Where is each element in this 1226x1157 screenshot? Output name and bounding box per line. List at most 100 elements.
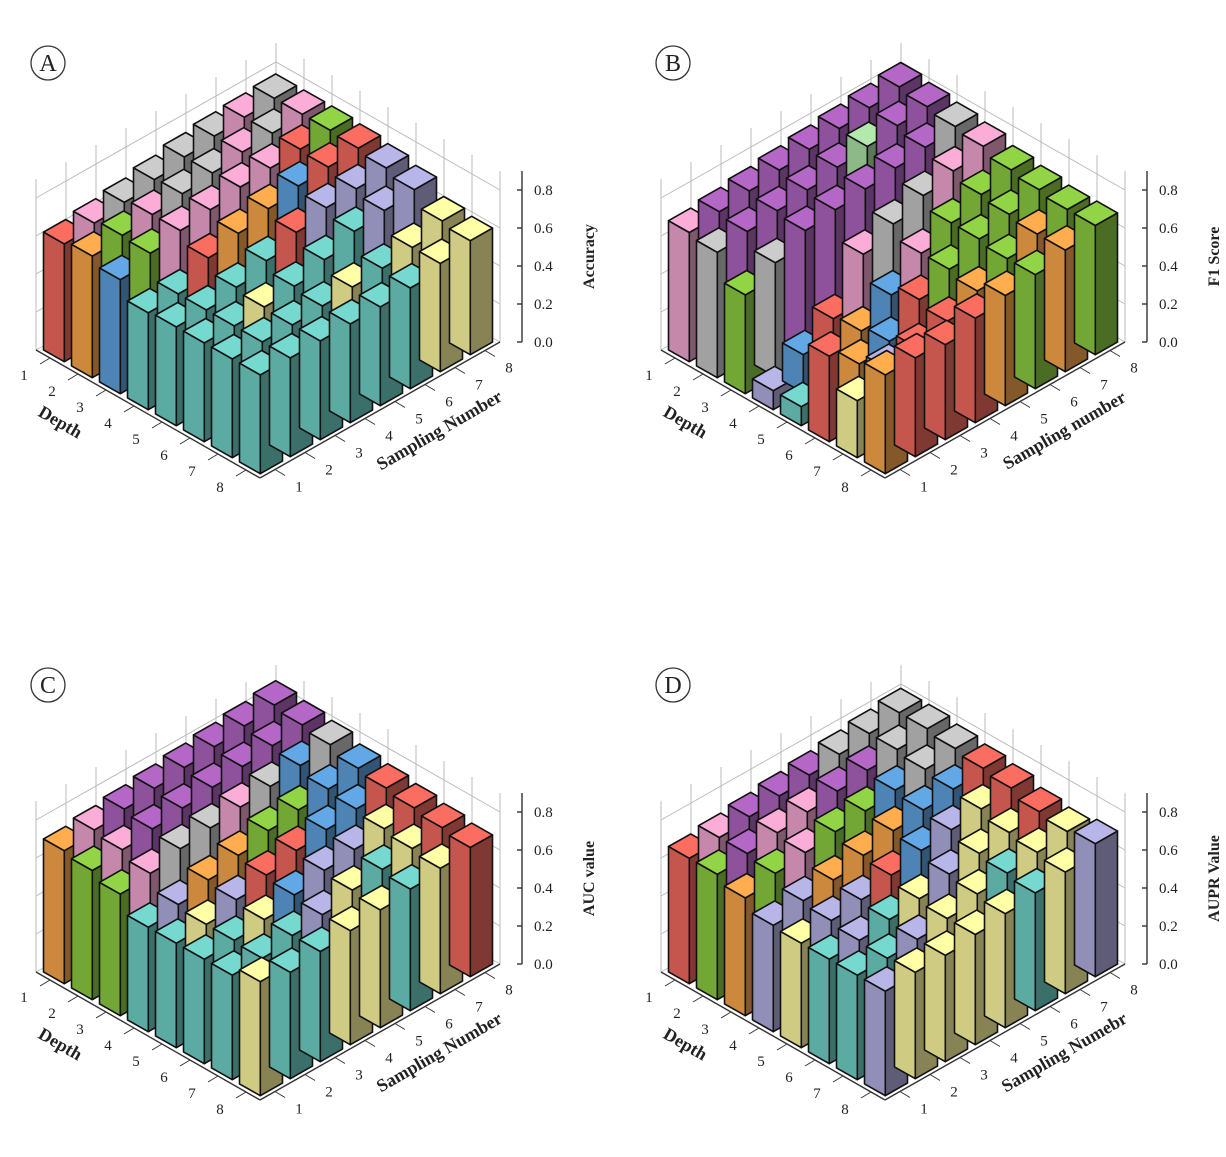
- x-tick: [207, 1075, 219, 1083]
- x-tick-label: 1: [645, 990, 653, 1006]
- y-axis-line: [259, 963, 501, 1101]
- x-tick: [776, 1043, 788, 1051]
- z-tick-label: 0.2: [534, 297, 553, 313]
- x-tick-label: 1: [20, 990, 28, 1006]
- bar-face: [723, 282, 747, 395]
- x-tick: [235, 469, 247, 477]
- axes: [660, 171, 1148, 479]
- y-tick: [424, 384, 436, 391]
- x-tick-label: 5: [757, 1054, 765, 1070]
- y-tick: [274, 469, 286, 476]
- bar-top: [364, 142, 410, 169]
- x-tick: [860, 1091, 872, 1099]
- x-axis-line: [35, 349, 261, 479]
- y-tick: [1109, 350, 1121, 357]
- bar-face: [298, 938, 322, 1063]
- bar-face: [268, 345, 292, 458]
- x-tick-label: 2: [673, 384, 681, 400]
- y-tick-label: 5: [415, 1034, 423, 1050]
- y-tick-label: 6: [445, 1017, 453, 1033]
- panel-letter: C: [40, 673, 56, 699]
- bar-face: [1013, 880, 1037, 1012]
- x-tick-label: 4: [104, 1038, 112, 1054]
- y-tick: [1049, 1006, 1061, 1013]
- y-tick: [364, 418, 376, 425]
- bar-face: [953, 921, 977, 1046]
- z-tick-label: 0.8: [534, 183, 553, 199]
- y-tick: [484, 972, 496, 979]
- z-tick-label: 0.4: [1159, 881, 1178, 897]
- x-tick: [151, 1043, 163, 1051]
- bar-face: [695, 861, 719, 1001]
- y-tick-label: 8: [1130, 361, 1138, 377]
- x-tick-label: 5: [132, 1054, 140, 1070]
- x-tick: [207, 453, 219, 461]
- y-tick-label: 8: [1130, 983, 1138, 999]
- x-tick: [832, 1075, 844, 1083]
- bar-face: [1094, 830, 1119, 978]
- y-tick-label: 6: [445, 395, 453, 411]
- y-tick: [899, 469, 911, 476]
- bar: [448, 822, 494, 978]
- bar-top: [905, 81, 951, 108]
- z-tick-label: 0.6: [534, 221, 553, 237]
- y-tick-label: 5: [1040, 1034, 1048, 1050]
- bar-face: [238, 362, 262, 475]
- bar-face: [1043, 237, 1067, 373]
- panel-letter: B: [665, 51, 681, 77]
- bar-face: [923, 332, 947, 441]
- x-tick-label: 6: [785, 1070, 793, 1086]
- y-tick: [899, 1091, 911, 1098]
- y-tick: [274, 1091, 286, 1098]
- x-tick: [39, 357, 51, 365]
- x-tick-label: 1: [645, 368, 653, 384]
- z-tick-label: 0.2: [534, 919, 553, 935]
- x-tick-label: 2: [48, 384, 56, 400]
- bar-face: [210, 346, 234, 459]
- z-tick-label: 0.0: [534, 335, 553, 351]
- bar-face: [863, 978, 887, 1097]
- bar: [448, 215, 494, 356]
- z-tick-label: 0.6: [1159, 221, 1178, 237]
- panel-letter-circle: [655, 667, 691, 703]
- bar-top: [420, 195, 466, 222]
- z-tick-label: 0.8: [1159, 183, 1178, 199]
- y-tick-label: 3: [355, 446, 363, 462]
- x-axis-line: [660, 971, 886, 1101]
- z-axis-label: F1 Score: [1206, 227, 1223, 287]
- bar-top: [1073, 200, 1119, 227]
- bar-top: [1045, 184, 1091, 211]
- bar-face: [667, 219, 691, 363]
- x-tick: [692, 995, 704, 1003]
- panel-D: 0.0 0.2 0.4 0.6 0.8 AUPR Value 1 2 3 4 5 6 7 8 1 2 3 4 5 6 7…: [645, 665, 1223, 1118]
- bar-top: [392, 782, 438, 809]
- bar-top: [252, 679, 298, 706]
- z-tick-label: 0.8: [1159, 805, 1178, 821]
- x-tick: [235, 1091, 247, 1099]
- bar-top: [877, 687, 923, 714]
- bar-face: [358, 897, 382, 1029]
- bar-face: [469, 227, 494, 356]
- axes: [35, 171, 523, 479]
- x-tick: [123, 405, 135, 413]
- y-tick-label: 4: [1010, 1051, 1018, 1067]
- gridline: [35, 61, 501, 199]
- y-axis-line: [259, 341, 501, 479]
- bar-face: [154, 314, 178, 427]
- x-tick: [804, 1059, 816, 1067]
- x-tick-label: 3: [701, 1022, 709, 1038]
- x-tick-label: 3: [76, 1022, 84, 1038]
- y-tick: [394, 401, 406, 408]
- x-tick-label: 6: [160, 1070, 168, 1086]
- y-tick: [364, 1040, 376, 1047]
- bar-top: [448, 822, 494, 849]
- y-tick: [1079, 989, 1091, 996]
- x-tick: [95, 1011, 107, 1019]
- bars: [42, 679, 494, 1097]
- y-tick: [304, 1074, 316, 1081]
- bar-top: [877, 61, 923, 88]
- bar-face: [388, 275, 412, 390]
- bar-face: [126, 914, 150, 1033]
- bar-top: [420, 802, 466, 829]
